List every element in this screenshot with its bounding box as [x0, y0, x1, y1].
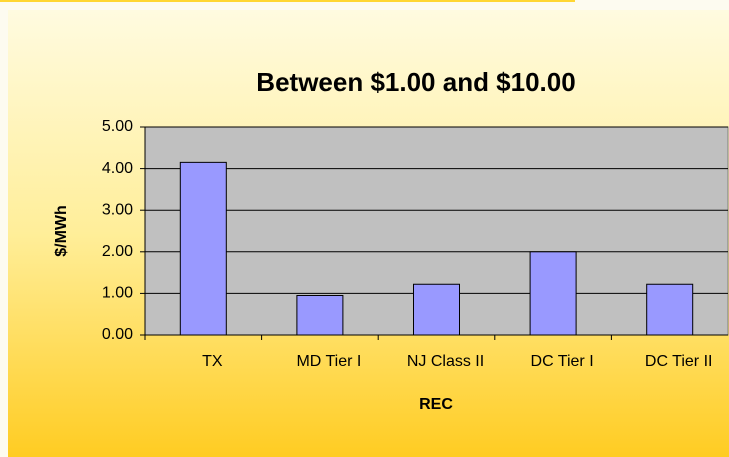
x-tick-label: MD Tier I: [296, 353, 361, 370]
x-tick-label: DC Tier II: [645, 353, 713, 370]
y-tick-label: 1.00: [102, 285, 133, 302]
bar: [646, 283, 694, 336]
y-tick-label: 5.00: [102, 118, 133, 135]
y-tick-label: 2.00: [102, 243, 133, 260]
y-tick-label: 0.00: [102, 326, 133, 343]
bar: [296, 294, 344, 336]
bar: [529, 251, 577, 336]
x-tick-label: DC Tier I: [531, 353, 594, 370]
x-tick-label: TX: [202, 353, 223, 370]
x-axis-label: REC: [419, 396, 453, 413]
chart-title: Between $1.00 and $10.00: [256, 67, 575, 97]
bar: [179, 161, 227, 336]
x-tick-label: NJ Class II: [407, 353, 484, 370]
y-tick-label: 3.00: [102, 201, 133, 218]
y-axis-label: $/MWh: [53, 205, 70, 257]
y-tick-label: 4.00: [102, 160, 133, 177]
bar: [413, 283, 460, 336]
